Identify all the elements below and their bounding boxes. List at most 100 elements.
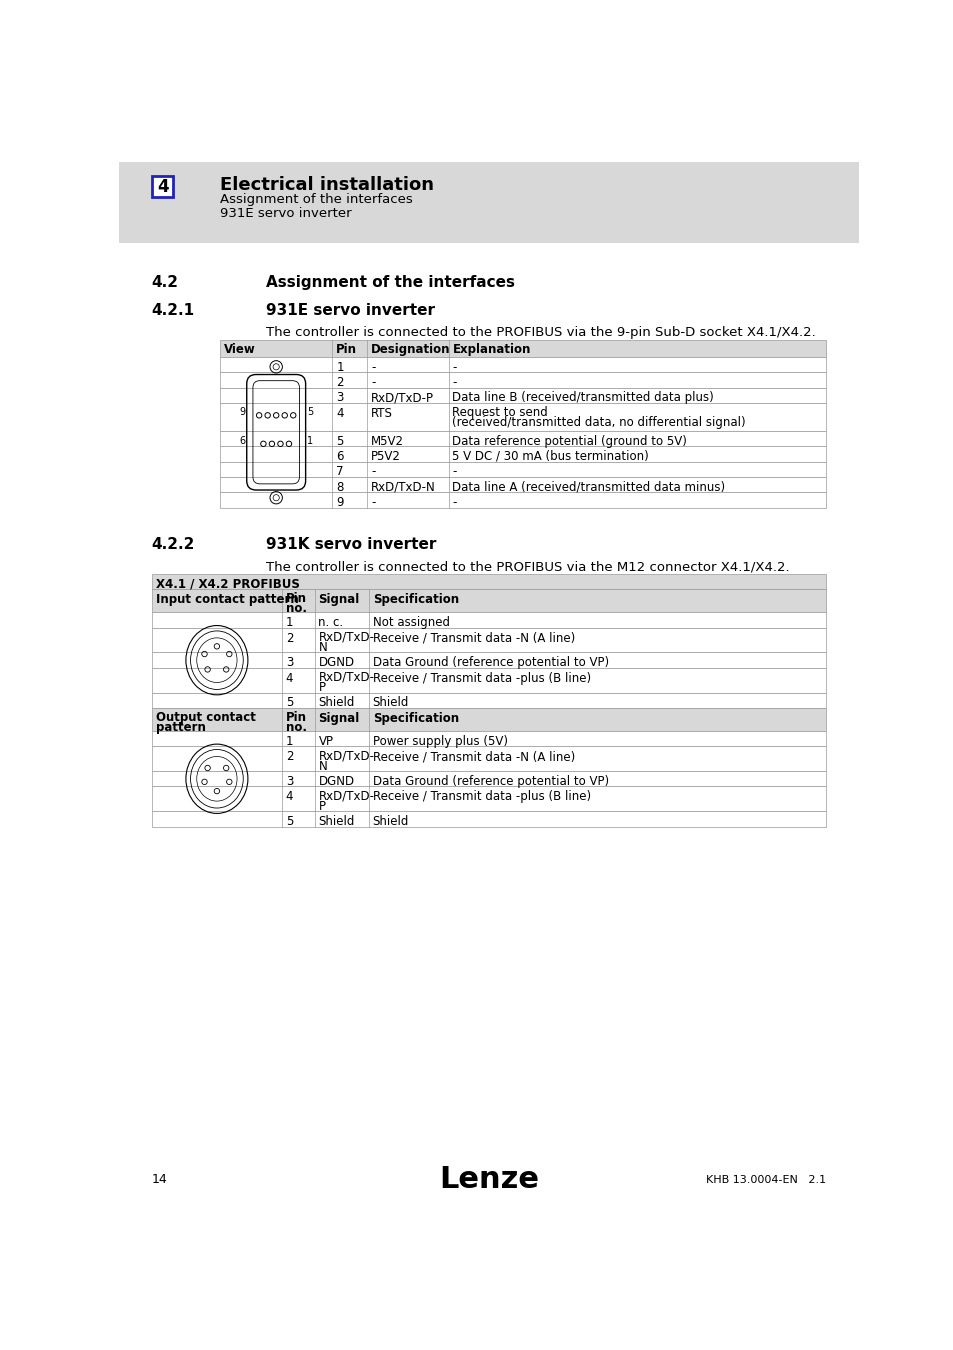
Text: 4: 4 <box>156 178 169 196</box>
Bar <box>152 811 825 826</box>
Text: 9: 9 <box>335 497 343 509</box>
Text: 1: 1 <box>307 436 313 446</box>
Text: 4: 4 <box>286 672 294 684</box>
Bar <box>152 668 825 693</box>
Text: Shield: Shield <box>318 697 355 709</box>
Bar <box>220 493 825 508</box>
Text: Power supply plus (5V): Power supply plus (5V) <box>373 734 507 748</box>
Text: n. c.: n. c. <box>318 617 343 629</box>
Text: 5: 5 <box>335 435 343 448</box>
Text: Data Ground (reference potential to VP): Data Ground (reference potential to VP) <box>373 775 608 788</box>
Text: -: - <box>452 497 456 509</box>
Text: 931E servo inverter: 931E servo inverter <box>266 302 435 317</box>
Text: 5: 5 <box>307 408 314 417</box>
Text: N: N <box>318 641 327 653</box>
Text: Receive / Transmit data -plus (B line): Receive / Transmit data -plus (B line) <box>373 790 590 803</box>
Text: The controller is connected to the PROFIBUS via the 9-pin Sub-D socket X4.1/X4.2: The controller is connected to the PROFI… <box>266 325 816 339</box>
Text: no.: no. <box>286 721 307 734</box>
Text: RTS: RTS <box>371 406 393 420</box>
Text: 1: 1 <box>335 360 343 374</box>
Text: 8: 8 <box>335 481 343 494</box>
Bar <box>220 404 825 431</box>
Text: 4: 4 <box>335 406 343 420</box>
Bar <box>119 162 858 243</box>
Text: Assignment of the interfaces: Assignment of the interfaces <box>220 193 413 205</box>
Text: 3: 3 <box>286 656 293 670</box>
Bar <box>220 477 825 493</box>
Text: 9: 9 <box>239 408 245 417</box>
Bar <box>152 652 825 668</box>
Text: Electrical installation: Electrical installation <box>220 176 434 194</box>
Text: 7: 7 <box>335 466 343 478</box>
Text: Receive / Transmit data -N (A line): Receive / Transmit data -N (A line) <box>373 632 575 645</box>
Text: 1: 1 <box>286 734 294 748</box>
Text: RxD/TxD-: RxD/TxD- <box>318 790 374 802</box>
Text: Designation: Designation <box>371 343 450 356</box>
Text: -: - <box>371 377 375 389</box>
Text: 2: 2 <box>286 632 294 645</box>
Bar <box>152 693 825 707</box>
Text: Signal: Signal <box>318 711 359 725</box>
Text: -: - <box>371 360 375 374</box>
Bar <box>152 707 825 732</box>
Bar <box>220 340 825 356</box>
Text: 5: 5 <box>286 697 293 709</box>
Text: DGND: DGND <box>318 775 355 788</box>
Text: 2: 2 <box>286 751 294 763</box>
Text: pattern: pattern <box>155 721 205 734</box>
Text: RxD/TxD-: RxD/TxD- <box>318 630 374 644</box>
Text: Signal: Signal <box>318 593 359 606</box>
Text: DGND: DGND <box>318 656 355 670</box>
Text: 14: 14 <box>152 1173 168 1187</box>
Text: RxD/TxD-N: RxD/TxD-N <box>371 481 436 494</box>
Text: Data Ground (reference potential to VP): Data Ground (reference potential to VP) <box>373 656 608 670</box>
Bar <box>152 176 173 197</box>
Text: P: P <box>318 680 325 694</box>
Text: Receive / Transmit data -N (A line): Receive / Transmit data -N (A line) <box>373 751 575 763</box>
Text: 3: 3 <box>286 775 293 788</box>
Text: M5V2: M5V2 <box>371 435 404 448</box>
Text: RxD/TxD-: RxD/TxD- <box>318 749 374 763</box>
Bar <box>220 462 825 477</box>
Bar <box>152 613 825 628</box>
Text: -: - <box>371 497 375 509</box>
Text: Output contact: Output contact <box>155 711 255 724</box>
Text: 4: 4 <box>286 790 294 803</box>
Text: 4.2.2: 4.2.2 <box>152 537 195 552</box>
Text: VP: VP <box>318 734 334 748</box>
Text: Specification: Specification <box>373 593 458 606</box>
Text: Pin: Pin <box>286 593 307 605</box>
Bar <box>152 574 825 590</box>
Bar <box>152 590 825 613</box>
Text: Data line A (received/transmitted data minus): Data line A (received/transmitted data m… <box>452 481 725 494</box>
Text: -: - <box>452 377 456 389</box>
Text: Pin: Pin <box>335 343 356 356</box>
Text: Request to send: Request to send <box>452 406 548 418</box>
Text: RxD/TxD-: RxD/TxD- <box>318 671 374 684</box>
Text: 6: 6 <box>239 436 245 446</box>
Text: Data reference potential (ground to 5V): Data reference potential (ground to 5V) <box>452 435 687 448</box>
Text: KHB 13.0004-EN   2.1: KHB 13.0004-EN 2.1 <box>705 1174 825 1185</box>
Text: (received/transmitted data, no differential signal): (received/transmitted data, no different… <box>452 416 745 429</box>
Text: 1: 1 <box>286 617 294 629</box>
Text: Lenze: Lenze <box>438 1165 538 1195</box>
Text: 6: 6 <box>335 450 343 463</box>
Text: Specification: Specification <box>373 711 458 725</box>
Bar <box>152 732 825 747</box>
Text: Not assigned: Not assigned <box>373 617 449 629</box>
Text: Pin: Pin <box>286 711 307 724</box>
Bar <box>220 446 825 462</box>
Text: Receive / Transmit data -plus (B line): Receive / Transmit data -plus (B line) <box>373 672 590 684</box>
Text: 931E servo inverter: 931E servo inverter <box>220 207 352 220</box>
Text: Explanation: Explanation <box>452 343 530 356</box>
Text: RxD/TxD-P: RxD/TxD-P <box>371 392 434 405</box>
Text: Shield: Shield <box>318 815 355 828</box>
Text: Shield: Shield <box>373 815 409 828</box>
Bar <box>220 356 825 373</box>
Text: 5: 5 <box>286 815 293 828</box>
Text: Data line B (received/transmitted data plus): Data line B (received/transmitted data p… <box>452 392 714 405</box>
Text: Shield: Shield <box>373 697 409 709</box>
Text: Assignment of the interfaces: Assignment of the interfaces <box>266 275 515 290</box>
Text: Input contact pattern: Input contact pattern <box>155 593 298 606</box>
Bar <box>152 787 825 811</box>
